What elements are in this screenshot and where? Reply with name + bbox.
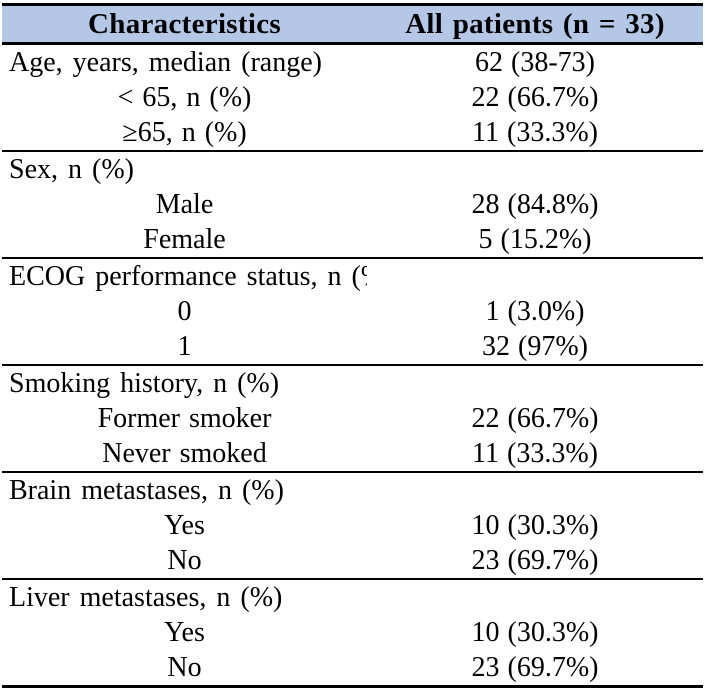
patient-value: [367, 472, 703, 508]
row-never-smoked: Never smoked 11 (33.3%): [2, 436, 703, 472]
table-header-row: Characteristics All patients (n = 33): [2, 4, 703, 44]
characteristic-label: 0: [177, 295, 192, 327]
row-ecog-1: 1 32 (97%): [2, 329, 703, 365]
characteristic-label: No: [167, 544, 202, 576]
patient-value: 62 (38-73): [475, 46, 595, 78]
section-sex: Sex, n (%) Male 28 (84.8%) Female 5 (15.…: [2, 151, 703, 258]
row-brain-yes: Yes 10 (30.3%): [2, 508, 703, 543]
patient-value: 32 (97%): [482, 330, 588, 362]
row-brain-no: No 23 (69.7%): [2, 543, 703, 579]
row-former-smoker: Former smoker 22 (66.7%): [2, 401, 703, 436]
characteristic-label: Never smoked: [102, 437, 267, 469]
patient-value: 10 (30.3%): [471, 616, 599, 648]
row-liver-header: Liver metastases, n (%): [2, 579, 703, 615]
patient-value: [367, 151, 703, 187]
characteristic-label: ECOG performance status, n (%): [9, 260, 367, 292]
patient-value: 22 (66.7%): [471, 81, 599, 113]
characteristic-label: Age, years, median (range): [9, 46, 322, 78]
patient-value: 5 (15.2%): [478, 223, 592, 255]
characteristic-label: Male: [155, 188, 214, 220]
characteristic-label: < 65, n (%): [117, 81, 252, 113]
characteristic-label: Brain metastases, n (%): [9, 474, 284, 506]
patient-value: 23 (69.7%): [471, 544, 599, 576]
row-brain-header: Brain metastases, n (%): [2, 472, 703, 508]
characteristic-label: Yes: [164, 616, 205, 648]
patient-value: 28 (84.8%): [471, 188, 599, 220]
section-age: Age, years, median (range) 62 (38-73) < …: [2, 44, 703, 151]
row-age-65-and-over: ≥65, n (%) 11 (33.3%): [2, 115, 703, 151]
column-header-characteristics: Characteristics: [2, 4, 367, 44]
section-ecog: ECOG performance status, n (%) 0 1 (3.0%…: [2, 258, 703, 365]
characteristic-label: No: [167, 651, 202, 683]
patient-value: [367, 258, 703, 294]
section-smoking: Smoking history, n (%) Former smoker 22 …: [2, 365, 703, 472]
patient-value: 23 (69.7%): [471, 651, 599, 683]
row-ecog-0: 0 1 (3.0%): [2, 294, 703, 329]
row-sex-female: Female 5 (15.2%): [2, 222, 703, 258]
patient-value: 11 (33.3%): [472, 116, 598, 148]
characteristic-label: Female: [143, 223, 226, 255]
row-age-median: Age, years, median (range) 62 (38-73): [2, 44, 703, 81]
section-brain-metastases: Brain metastases, n (%) Yes 10 (30.3%) N…: [2, 472, 703, 579]
column-header-all-patients: All patients (n = 33): [367, 4, 703, 44]
characteristic-label: Liver metastases, n (%): [9, 581, 283, 613]
characteristic-label: Smoking history, n (%): [9, 367, 280, 399]
characteristic-label: ≥65, n (%): [122, 116, 247, 148]
patient-value: 11 (33.3%): [472, 437, 598, 469]
patient-characteristics-table: Characteristics All patients (n = 33) Ag…: [2, 3, 703, 688]
characteristic-label: 1: [177, 330, 192, 362]
patient-value: 10 (30.3%): [471, 509, 599, 541]
characteristic-label: Former smoker: [97, 402, 272, 434]
patient-value: 1 (3.0%): [485, 295, 585, 327]
table-header: Characteristics All patients (n = 33): [2, 4, 703, 44]
patient-value: 22 (66.7%): [471, 402, 599, 434]
row-age-under-65: < 65, n (%) 22 (66.7%): [2, 80, 703, 115]
row-ecog-header: ECOG performance status, n (%): [2, 258, 703, 294]
characteristic-label: Sex, n (%): [9, 153, 134, 185]
characteristic-label: Yes: [164, 509, 205, 541]
row-liver-no: No 23 (69.7%): [2, 650, 703, 687]
section-liver-metastases: Liver metastases, n (%) Yes 10 (30.3%) N…: [2, 579, 703, 687]
row-sex-male: Male 28 (84.8%): [2, 187, 703, 222]
patient-value: [367, 579, 703, 615]
row-liver-yes: Yes 10 (30.3%): [2, 615, 703, 650]
row-smoking-header: Smoking history, n (%): [2, 365, 703, 401]
row-sex-header: Sex, n (%): [2, 151, 703, 187]
patient-value: [367, 365, 703, 401]
